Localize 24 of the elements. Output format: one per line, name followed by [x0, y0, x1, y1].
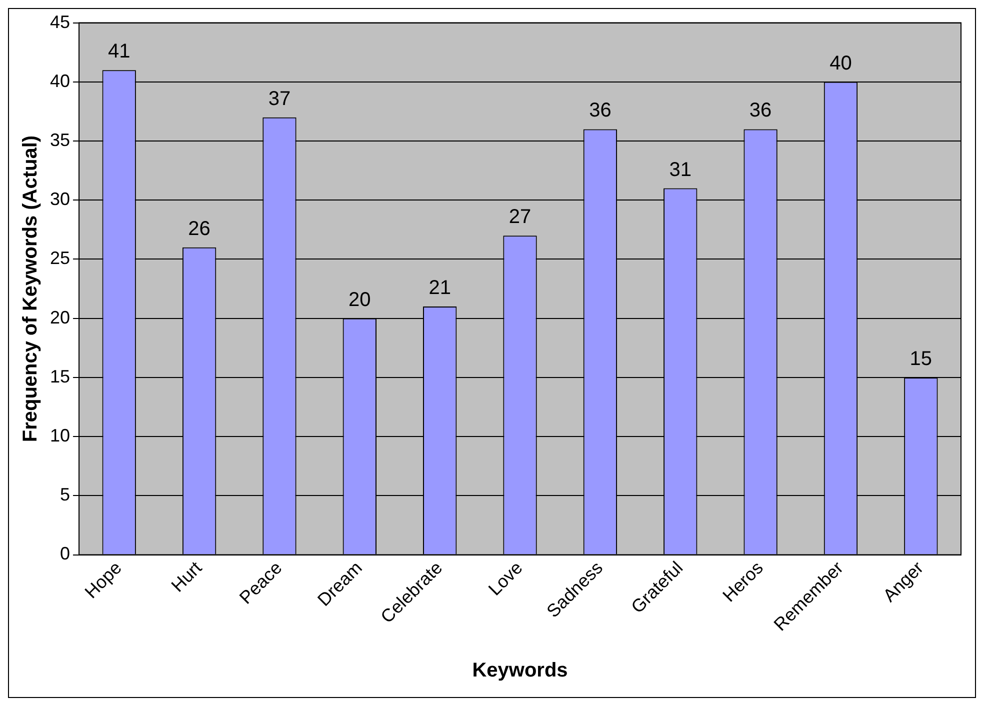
y-tick-label: 0 — [60, 544, 70, 564]
data-label: 37 — [268, 88, 291, 110]
data-label: 20 — [348, 288, 371, 311]
y-tick-label: 5 — [60, 484, 70, 505]
data-label: 15 — [910, 348, 932, 370]
y-tick-label: 10 — [50, 426, 70, 446]
y-axis-title: Frequency of Keywords (Actual) — [20, 135, 42, 442]
y-tick-label: 15 — [50, 366, 70, 386]
data-label: 21 — [428, 277, 451, 300]
y-tick-label: 25 — [50, 248, 70, 268]
data-label: 31 — [669, 158, 692, 181]
x-axis-title: Keywords — [472, 660, 568, 682]
data-label: 36 — [589, 100, 612, 122]
data-label: 26 — [188, 218, 210, 240]
x-tick-label: Hurt — [167, 558, 206, 596]
data-label: 27 — [508, 206, 532, 228]
y-tick-label: 30 — [50, 189, 70, 210]
data-label: 41 — [108, 40, 130, 63]
y-tick-label: 20 — [50, 307, 70, 328]
data-label: 40 — [830, 52, 852, 74]
y-tick-label: 35 — [50, 130, 70, 150]
data-label: 36 — [749, 100, 772, 122]
y-tick-label: 45 — [50, 12, 70, 32]
y-tick-label: 40 — [50, 70, 70, 91]
